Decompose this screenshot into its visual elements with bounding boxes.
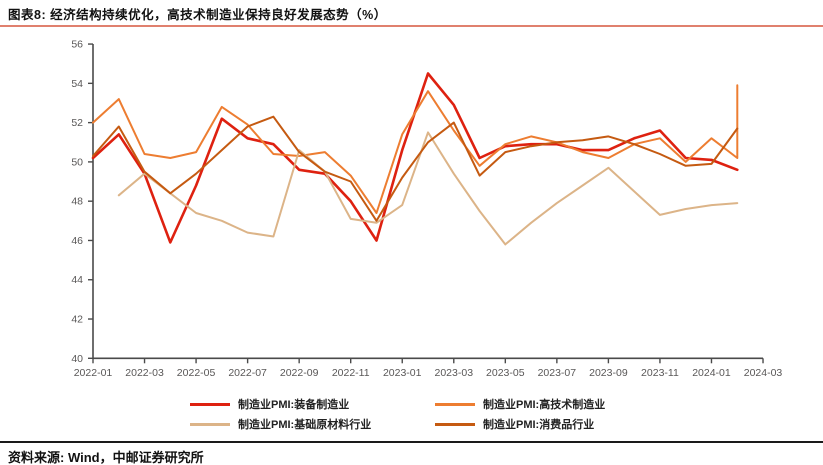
x-tick-label: 2023-11 bbox=[641, 367, 679, 379]
pmi-line-chart: 56 54 52 50 48 46 44 42 40 2022-01 2022-03 2022-05 2… bbox=[71, 39, 783, 379]
source-note: 资料来源: Wind，中邮证券研究所 bbox=[8, 450, 204, 465]
y-tick-label: 42 bbox=[71, 314, 83, 326]
legend-item-consumer-goods: 制造业PMI:消费品行业 bbox=[435, 416, 680, 432]
y-tick-label: 44 bbox=[71, 274, 83, 286]
x-tick-label: 2022-09 bbox=[280, 367, 319, 379]
legend-item-basic-materials: 制造业PMI:基础原材料行业 bbox=[190, 416, 435, 432]
legend-label: 制造业PMI:基础原材料行业 bbox=[238, 419, 372, 431]
x-tick-label: 2023-05 bbox=[486, 367, 525, 379]
chart-legend: 制造业PMI:装备制造业 制造业PMI:高技术制造业 制造业PMI:基础原材料行… bbox=[190, 396, 650, 432]
legend-label: 制造业PMI:消费品行业 bbox=[483, 419, 595, 431]
basic-materials-line-swatch bbox=[190, 422, 230, 426]
x-tick-label: 2022-11 bbox=[332, 367, 370, 379]
y-tick-label: 48 bbox=[71, 196, 83, 208]
legend-item-hightech: 制造业PMI:高技术制造业 bbox=[435, 396, 680, 412]
footer-rule bbox=[0, 441, 823, 443]
y-tick-label: 46 bbox=[71, 235, 83, 247]
series-line-0 bbox=[91, 72, 739, 244]
series-line-3 bbox=[92, 115, 739, 222]
chart-title: 图表8: 经济结构持续优化，高技术制造业保持良好发展态势（%） bbox=[8, 8, 387, 22]
equipment-line-swatch bbox=[190, 402, 230, 406]
y-tick-label: 56 bbox=[71, 39, 83, 51]
consumer-goods-line-swatch bbox=[435, 422, 475, 426]
hightech-line-swatch bbox=[435, 402, 475, 406]
x-tick-label: 2024-01 bbox=[692, 367, 731, 379]
x-tick-label: 2023-01 bbox=[383, 367, 422, 379]
x-tick-label: 2023-09 bbox=[589, 367, 628, 379]
x-tick-label: 2024-03 bbox=[744, 367, 783, 379]
y-tick-label: 54 bbox=[71, 78, 83, 90]
y-tick-label: 50 bbox=[71, 156, 83, 168]
x-tick-label: 2022-03 bbox=[125, 367, 164, 379]
series-line-1 bbox=[92, 84, 739, 214]
x-tick-label: 2022-01 bbox=[74, 367, 113, 379]
legend-item-equipment: 制造业PMI:装备制造业 bbox=[190, 396, 435, 412]
legend-label: 制造业PMI:装备制造业 bbox=[238, 399, 350, 411]
legend-label: 制造业PMI:高技术制造业 bbox=[483, 399, 606, 411]
x-tick-label: 2022-05 bbox=[177, 367, 216, 379]
x-tick-label: 2022-07 bbox=[228, 367, 267, 379]
x-tick-label: 2023-03 bbox=[435, 367, 474, 379]
y-tick-label: 40 bbox=[71, 353, 83, 365]
title-underline-rule bbox=[0, 25, 823, 27]
x-tick-label: 2023-07 bbox=[538, 367, 577, 379]
series-line-2 bbox=[117, 131, 739, 246]
y-tick-label: 52 bbox=[71, 117, 83, 129]
